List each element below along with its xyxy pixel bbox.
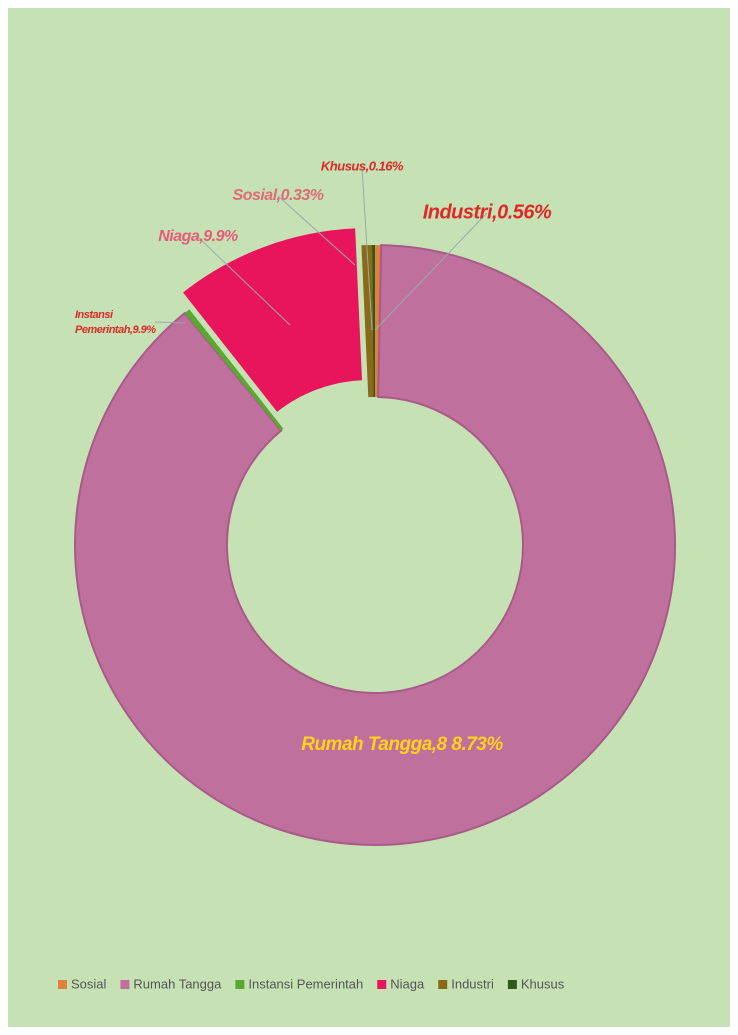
legend-label: Rumah Tangga: [133, 976, 222, 991]
leader-line: [197, 236, 291, 326]
legend-label: Khusus: [521, 976, 565, 991]
legend-swatch: [507, 980, 517, 989]
data-labels: Sosial,0.33% Rumah Tangga,8 8.73% Instansi…: [75, 158, 553, 755]
slice: [74, 244, 676, 846]
leader-line: [361, 166, 373, 331]
data-label: Rumah Tangga,8 8.73%: [301, 734, 503, 755]
data-label: Khusus,0.16%: [321, 158, 404, 173]
legend: Sosial Rumah Tangga Instansi Pemerintah Nia…: [58, 976, 565, 991]
data-label: Niaga,9.9%: [158, 228, 238, 245]
legend-swatch: [377, 980, 387, 989]
legend-swatch: [120, 980, 130, 989]
legend-label: Instansi Pemerintah: [248, 976, 363, 991]
data-label: Industri,0.56%: [423, 201, 552, 223]
slice: [361, 245, 374, 398]
data-label-line: Instansi: [75, 309, 114, 321]
legend-swatch: [235, 980, 245, 989]
legend-swatch: [58, 980, 67, 989]
data-label-line: Pemerintah,9.9%: [75, 324, 156, 336]
leader-line: [374, 212, 488, 331]
slice: [184, 309, 284, 431]
slices: [74, 228, 676, 846]
slice: [183, 228, 363, 412]
legend-label: Sosial: [71, 976, 107, 991]
legend-label: Niaga: [390, 976, 425, 991]
data-label: Instansi Pemerintah,9.9%: [75, 309, 156, 336]
legend-label: Industri: [451, 976, 494, 991]
slice: [371, 245, 375, 398]
leader-lines: [154, 166, 488, 331]
data-label: Sosial,0.33%: [233, 187, 324, 204]
legend-swatch: [438, 980, 448, 989]
leader-line: [277, 195, 356, 266]
leader-line: [154, 321, 186, 324]
